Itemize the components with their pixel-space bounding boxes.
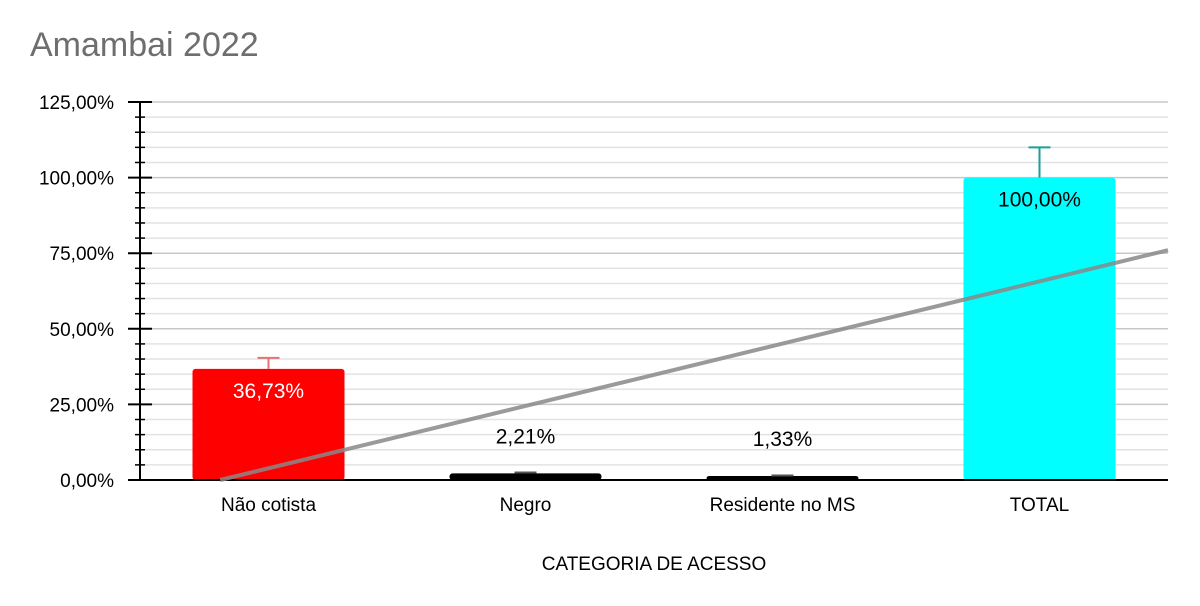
bar	[449, 473, 602, 480]
chart-title: Amambai 2022	[30, 26, 259, 64]
bar	[963, 177, 1116, 480]
y-tick-label: 125,00%	[39, 93, 114, 114]
y-tick-label: 75,00%	[50, 244, 115, 265]
x-tick-label: Não cotista	[221, 495, 316, 516]
data-label: 100,00%	[998, 189, 1081, 212]
y-tick-label: 100,00%	[39, 169, 114, 190]
x-axis-title: CATEGORIA DE ACESSO	[542, 554, 767, 575]
y-tick-label: 25,00%	[50, 395, 115, 416]
data-label: 2,21%	[496, 425, 556, 448]
data-label: 1,33%	[753, 428, 813, 451]
y-tick-label: 0,00%	[60, 471, 114, 492]
bar	[706, 475, 859, 480]
trendline	[219, 248, 1169, 482]
bar	[192, 368, 345, 480]
x-tick-label: Negro	[500, 495, 552, 516]
x-tick-label: Residente no MS	[710, 495, 856, 516]
data-label: 36,73%	[233, 380, 304, 403]
y-tick-label: 50,00%	[50, 320, 115, 341]
x-tick-label: TOTAL	[1010, 495, 1069, 516]
